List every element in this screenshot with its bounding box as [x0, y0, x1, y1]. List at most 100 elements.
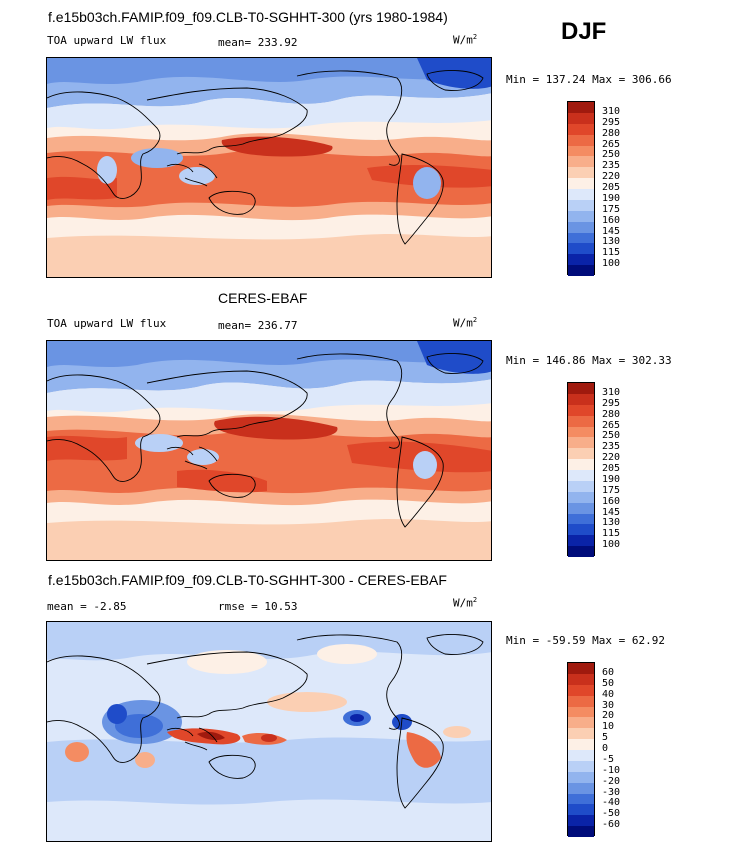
- colorbar-swatch: [568, 673, 594, 685]
- panel1-mean: mean= 233.92: [218, 36, 298, 49]
- panel3-rmse: rmse = 10.53: [218, 600, 298, 613]
- colorbar-swatch: [568, 524, 594, 536]
- panel1-minmax: Min = 137.24 Max = 306.66: [506, 73, 672, 86]
- colorbar-tick-label: 190: [602, 473, 621, 485]
- colorbar-swatch: [568, 123, 594, 135]
- colorbar-tick-label: 265: [602, 419, 621, 431]
- colorbar-tick-label: 265: [602, 138, 621, 150]
- colorbar-swatch: [568, 210, 594, 222]
- panel2-variable: TOA upward LW flux: [47, 317, 167, 330]
- colorbar-tick-label: 50: [602, 677, 615, 689]
- colorbar-swatch: [568, 782, 594, 794]
- colorbar-swatch: [568, 502, 594, 514]
- panel1-colorbar: [567, 101, 595, 276]
- colorbar-tick-label: 250: [602, 149, 621, 161]
- colorbar-tick-label: 205: [602, 463, 621, 474]
- colorbar-tick-label: 250: [602, 430, 621, 442]
- colorbar-tick-label: 100: [602, 539, 621, 551]
- colorbar-tick-label: 30: [602, 699, 615, 711]
- colorbar-swatch: [568, 221, 594, 233]
- colorbar-tick-label: -60: [602, 819, 621, 831]
- panel1-units: W/m2: [453, 33, 478, 47]
- colorbar-swatch: [568, 760, 594, 772]
- colorbar-tick-label: 5: [602, 732, 609, 744]
- colorbar-tick-label: 130: [602, 236, 621, 248]
- colorbar-tick-label: 130: [602, 517, 621, 529]
- colorbar-swatch: [568, 491, 594, 503]
- colorbar-swatch: [568, 663, 594, 674]
- colorbar-tick-label: 190: [602, 192, 621, 204]
- colorbar-swatch: [568, 404, 594, 416]
- colorbar-tick-label: -20: [602, 775, 621, 787]
- season-label: DJF: [561, 18, 607, 45]
- colorbar-swatch: [568, 684, 594, 696]
- panel2-units: W/m2: [453, 316, 478, 330]
- colorbar-tick-label: 295: [602, 397, 621, 409]
- panel3-title: f.e15b03ch.FAMIP.f09_f09.CLB-T0-SGHHT-30…: [48, 572, 447, 588]
- colorbar-swatch: [568, 134, 594, 146]
- panel3-minmax: Min = -59.59 Max = 62.92: [506, 634, 665, 647]
- colorbar-swatch: [568, 426, 594, 438]
- colorbar-swatch: [568, 739, 594, 750]
- colorbar-swatch: [568, 717, 594, 729]
- colorbar-tick-label: 60: [602, 666, 615, 678]
- colorbar-tick-label: -5: [602, 753, 615, 765]
- colorbar-swatch: [568, 415, 594, 427]
- colorbar-swatch: [568, 145, 594, 157]
- colorbar-tick-label: 0: [602, 743, 609, 754]
- colorbar-swatch: [568, 393, 594, 405]
- colorbar-tick-label: 20: [602, 710, 615, 722]
- colorbar-swatch: [568, 156, 594, 168]
- colorbar-swatch: [568, 383, 594, 394]
- colorbar-swatch: [568, 470, 594, 481]
- colorbar-tick-label: 175: [602, 203, 621, 215]
- colorbar-tick-label: 160: [602, 495, 621, 507]
- panel2-map: [46, 340, 492, 561]
- colorbar-swatch: [568, 815, 594, 827]
- colorbar-swatch: [568, 112, 594, 124]
- colorbar-tick-label: -10: [602, 764, 621, 776]
- colorbar-swatch: [568, 750, 594, 761]
- colorbar-tick-label: -50: [602, 808, 621, 820]
- panel1-title: f.e15b03ch.FAMIP.f09_f09.CLB-T0-SGHHT-30…: [48, 9, 448, 25]
- colorbar-swatch: [568, 102, 594, 113]
- colorbar-tick-label: 145: [602, 506, 621, 518]
- colorbar-swatch: [568, 459, 594, 470]
- colorbar-swatch: [568, 178, 594, 189]
- colorbar-tick-label: 145: [602, 225, 621, 237]
- panel2-mean: mean= 236.77: [218, 319, 298, 332]
- colorbar-swatch: [568, 480, 594, 492]
- panel3-map: [46, 621, 492, 842]
- colorbar-swatch: [568, 513, 594, 525]
- colorbar-tick-label: -40: [602, 797, 621, 809]
- colorbar-swatch: [568, 265, 594, 276]
- colorbar-swatch: [568, 167, 594, 179]
- colorbar-swatch: [568, 793, 594, 805]
- panel2-title: CERES-EBAF: [218, 290, 308, 306]
- colorbar-tick-label: 280: [602, 127, 621, 139]
- colorbar-tick-label: -30: [602, 786, 621, 798]
- colorbar-swatch: [568, 254, 594, 266]
- colorbar-swatch: [568, 706, 594, 718]
- panel2-minmax: Min = 146.86 Max = 302.33: [506, 354, 672, 367]
- panel1-map: [46, 57, 492, 278]
- colorbar-tick-label: 115: [602, 528, 621, 540]
- colorbar-tick-label: 205: [602, 182, 621, 193]
- colorbar-swatch: [568, 771, 594, 783]
- colorbar-swatch: [568, 189, 594, 200]
- panel2-colorbar: [567, 382, 595, 557]
- colorbar-tick-label: 280: [602, 408, 621, 420]
- colorbar-swatch: [568, 199, 594, 211]
- colorbar-tick-label: 310: [602, 105, 621, 117]
- colorbar-tick-label: 10: [602, 721, 615, 733]
- colorbar-swatch: [568, 437, 594, 449]
- colorbar-tick-label: 40: [602, 688, 615, 700]
- colorbar-tick-label: 115: [602, 247, 621, 259]
- panel3-units: W/m2: [453, 596, 478, 610]
- colorbar-tick-label: 100: [602, 258, 621, 270]
- colorbar-swatch: [568, 535, 594, 547]
- colorbar-tick-label: 235: [602, 441, 621, 453]
- panel3-colorbar: [567, 662, 595, 837]
- colorbar-swatch: [568, 232, 594, 244]
- panel3-mean: mean = -2.85: [47, 600, 127, 613]
